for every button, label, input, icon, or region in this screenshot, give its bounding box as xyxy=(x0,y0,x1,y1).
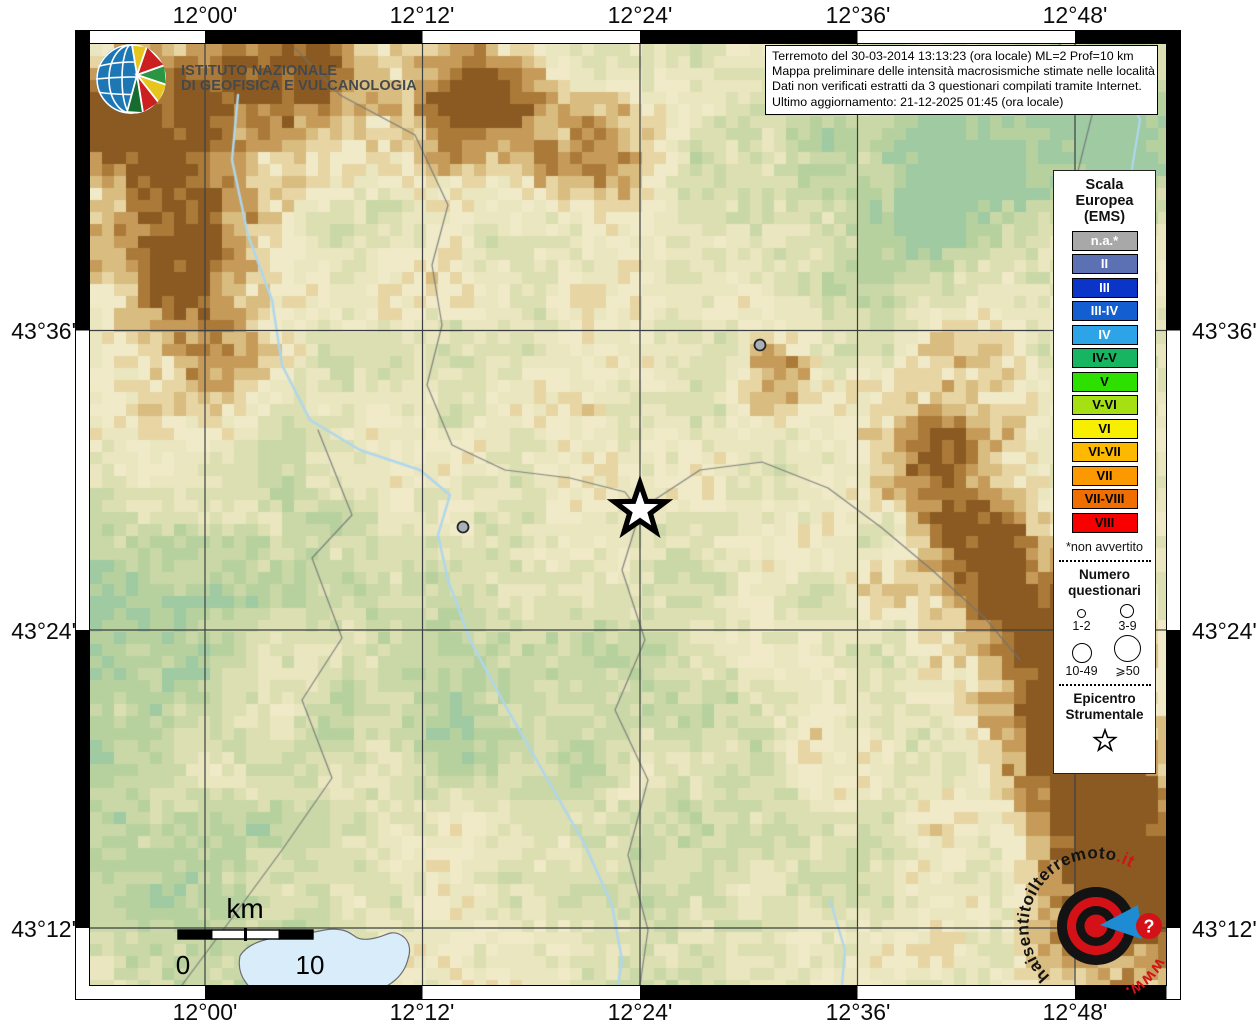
report-marker xyxy=(753,338,767,352)
axis-label-right: 43°24' xyxy=(1192,618,1256,644)
axis-label-left: 43°12' xyxy=(11,916,76,942)
circle-size-icon xyxy=(1071,642,1092,663)
watermark-text-suffix: .it xyxy=(1114,847,1138,871)
divider xyxy=(1058,559,1151,562)
bullseye-center xyxy=(1084,914,1108,938)
intensity-swatch: V xyxy=(1071,371,1138,392)
ingv-logo: ISTITUTO NAZIONALE DI GEOFISICA E VULCAN… xyxy=(94,42,417,116)
axis-label-left: 43°24' xyxy=(11,618,76,644)
watermark-text-prefix: www. xyxy=(1122,955,1170,1003)
intensity-swatch: VI-VII xyxy=(1071,442,1138,463)
epicenter-section-title: Epicentro Strumentale xyxy=(1065,690,1144,723)
cone-icon xyxy=(1100,905,1142,939)
questionnaire-size-key: 1-2 3-9 10-49 ⩾50 xyxy=(1059,603,1151,678)
axis-label-top: 12°48' xyxy=(1042,2,1108,28)
legend-footnote: *non avvertito xyxy=(1065,539,1143,554)
axis-label-bottom: 12°24' xyxy=(607,999,673,1024)
intensity-swatch: V-VI xyxy=(1071,395,1138,416)
questionnaire-bin: ⩾50 xyxy=(1114,634,1141,678)
intensity-swatch: VII-VIII xyxy=(1071,489,1138,510)
legend-panel: Scala Europea (EMS) n.a.* II III III-IV … xyxy=(1053,170,1156,774)
intensity-swatch: III xyxy=(1071,277,1138,298)
info-line-event: Terremoto del 30-03-2014 13:13:23 (ora l… xyxy=(772,49,1134,63)
questionnaire-section-title: Numero questionari xyxy=(1068,566,1141,599)
intensity-swatch: IV-V xyxy=(1071,348,1138,369)
epicenter-star-marker xyxy=(606,475,674,539)
info-line-data: Dati non verificati estratti da 3 questi… xyxy=(772,79,1142,94)
ingv-wordmark: ISTITUTO NAZIONALE DI GEOFISICA E VULCAN… xyxy=(181,64,417,94)
question-badge xyxy=(1136,913,1162,939)
axis-label-bottom: 12°36' xyxy=(825,999,891,1024)
circle-size-icon xyxy=(1076,608,1086,618)
intensity-swatch: VIII xyxy=(1071,512,1138,533)
axis-label-top: 12°36' xyxy=(825,2,891,28)
divider xyxy=(1058,683,1151,686)
axis-label-left: 43°36' xyxy=(11,318,76,344)
scale-bar-unit: km xyxy=(226,893,263,924)
axis-label-top: 12°12' xyxy=(389,2,455,28)
axis-label-top: 12°00' xyxy=(172,2,238,28)
intensity-scale: n.a.* II III III-IV IV IV-V V V-VI VI VI… xyxy=(1071,230,1138,533)
haisentitoilterremoto-logo: ? haisentitoilterremoto.it www. xyxy=(1013,843,1170,1003)
intensity-swatch: VI xyxy=(1071,418,1138,439)
info-line-updated: Ultimo aggiornamento: 21-12-2025 01:45 (… xyxy=(772,94,1064,109)
axis-label-bottom: 12°12' xyxy=(389,999,455,1024)
questionnaire-bin: 10-49 xyxy=(1065,642,1098,678)
report-marker xyxy=(456,520,470,534)
map-overlay: km 0 10 xyxy=(90,44,1166,985)
question-badge-glyph: ? xyxy=(1144,917,1155,937)
ingv-wordmark-line2: DI GEOFISICA E VULCANOLOGIA xyxy=(181,78,417,94)
scale-bar: km 0 10 xyxy=(176,893,325,980)
intensity-swatch: III-IV xyxy=(1071,301,1138,322)
ingv-globe-icon xyxy=(96,44,166,114)
intensity-swatch: IV xyxy=(1071,324,1138,345)
axis-label-right: 43°12' xyxy=(1192,916,1256,942)
earthquake-info-box: Terremoto del 30-03-2014 13:13:23 (ora l… xyxy=(765,45,1158,115)
intensity-swatch: II xyxy=(1071,254,1138,275)
axis-label-bottom: 12°48' xyxy=(1042,999,1108,1024)
circle-size-icon xyxy=(1120,603,1135,618)
axis-label-bottom: 12°00' xyxy=(172,999,238,1024)
axis-label-top: 12°24' xyxy=(607,2,673,28)
info-line-map: Mappa preliminare delle intensità macros… xyxy=(772,64,1155,79)
svg-text:www.: www. xyxy=(1122,955,1170,1003)
questionnaire-bin: 1-2 xyxy=(1072,608,1091,633)
scale-bar-end: 10 xyxy=(296,950,325,980)
axis-label-right: 43°36' xyxy=(1192,318,1256,344)
intensity-swatch: VII xyxy=(1071,465,1138,486)
legend-title: Scala Europea (EMS) xyxy=(1075,177,1134,226)
circle-size-icon xyxy=(1114,634,1141,662)
questionnaire-bin: 3-9 xyxy=(1118,603,1137,633)
ingv-wordmark-line1: ISTITUTO NAZIONALE xyxy=(181,63,338,79)
scale-bar-start: 0 xyxy=(176,950,190,980)
epicenter-star-icon xyxy=(1091,727,1118,752)
intensity-swatch: n.a.* xyxy=(1071,230,1138,251)
